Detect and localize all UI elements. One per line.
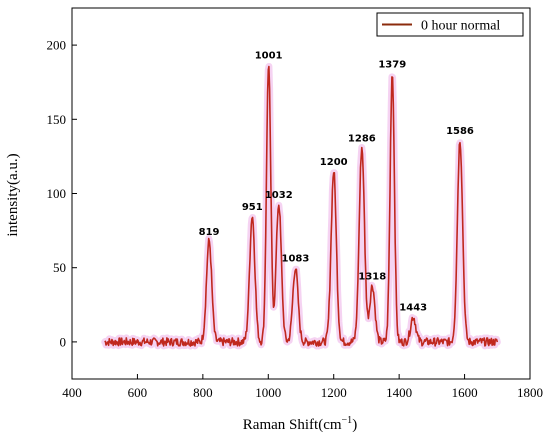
peak-label: 1379 [378, 59, 406, 70]
peak-annotations: 819 951 1001 1032 1083 1200 1286 1318 1379 1443 15… [199, 50, 474, 313]
peak-label: 951 [242, 202, 263, 213]
peak-label: 1001 [255, 50, 283, 61]
x-axis-title-main: Raman Shift [243, 417, 319, 433]
y-tick-label: 0 [60, 334, 67, 349]
x-axis-title-paren-close: ) [352, 417, 357, 433]
peak-label: 1586 [446, 126, 474, 137]
peak-label: 1200 [320, 157, 348, 168]
x-axis-title-paren-open: ( [318, 417, 323, 433]
x-axis-title-unit-sup: −1 [342, 415, 353, 426]
y-axis-title: intensity(a.u.) [5, 153, 21, 236]
spectrum-highlight-band [101, 63, 501, 350]
x-tick-label: 1200 [321, 385, 347, 400]
x-tick-label: 600 [128, 385, 148, 400]
x-tick-label: 1000 [255, 385, 281, 400]
peak-label: 1286 [348, 133, 376, 144]
y-tick-label: 200 [47, 38, 67, 53]
y-tick-label: 150 [47, 112, 67, 127]
x-axis-title-unit: cm [323, 417, 342, 433]
peak-label: 1318 [358, 272, 386, 283]
peak-label: 1032 [265, 190, 293, 201]
series-shadow [101, 63, 501, 350]
legend: 0 hour normal [376, 12, 524, 37]
x-axis-title: Raman Shift(cm−1) [243, 415, 357, 433]
series-line [104, 65, 499, 347]
peak-label: 1083 [282, 254, 310, 265]
x-tick-label: 1800 [517, 385, 543, 400]
x-tick-label: 400 [62, 385, 82, 400]
x-tick-label: 1600 [452, 385, 478, 400]
x-tick-label: 1400 [386, 385, 412, 400]
peak-label: 819 [199, 227, 220, 238]
x-tick-label: 800 [193, 385, 213, 400]
spectrum-series [104, 65, 499, 347]
legend-label: 0 hour normal [421, 19, 500, 34]
y-axis: 0 50 100 150 200 [47, 38, 77, 349]
peak-label: 1443 [399, 303, 427, 314]
legend-box [376, 12, 524, 37]
y-tick-label: 50 [53, 260, 66, 275]
y-tick-label: 100 [47, 186, 67, 201]
x-axis: 400 600 800 1000 1200 1400 1600 1800 [62, 374, 543, 400]
